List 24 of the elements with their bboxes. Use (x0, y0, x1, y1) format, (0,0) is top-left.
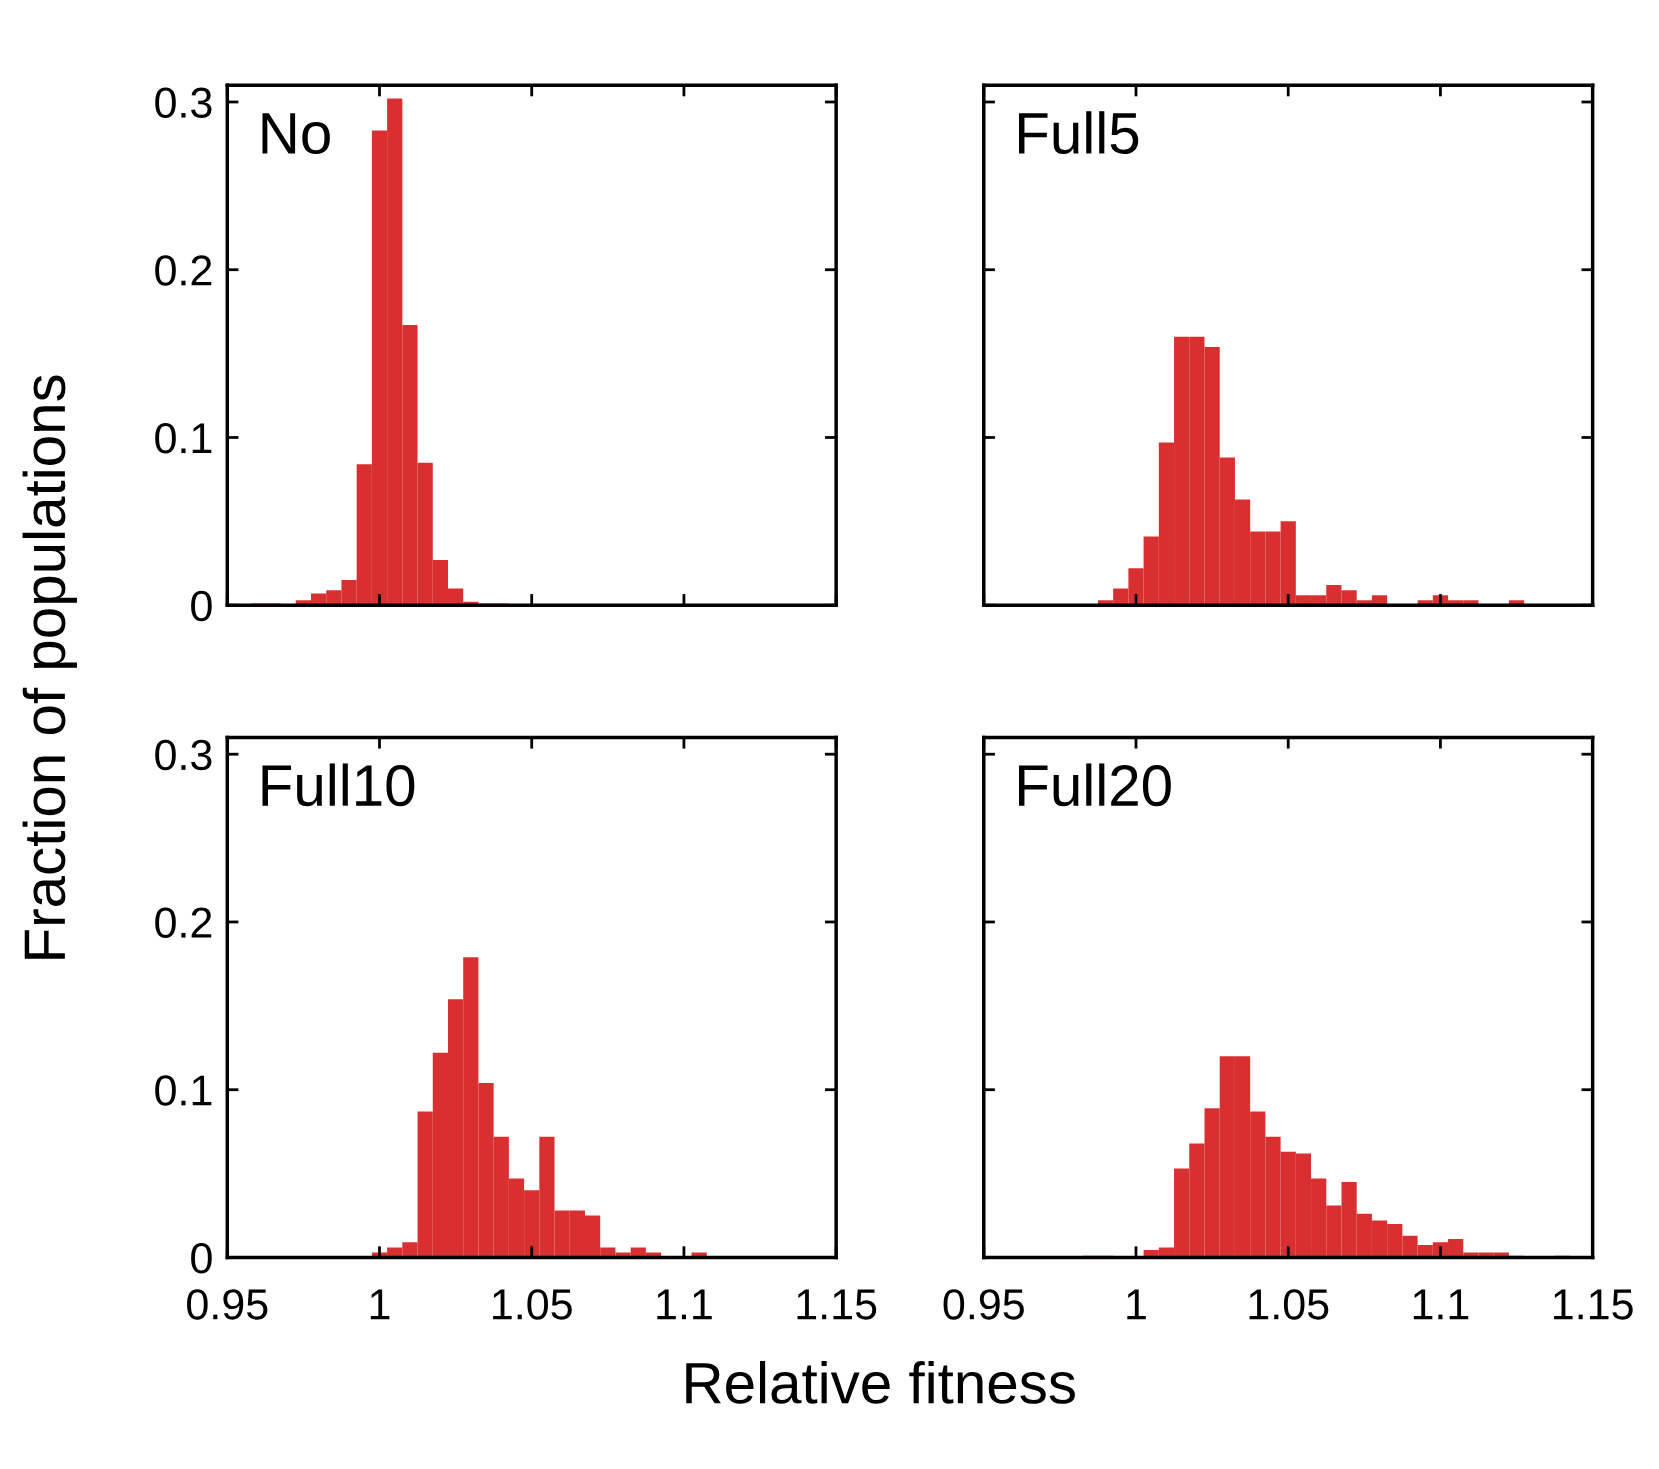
chart-title: Full5 (1019, 111, 1139, 155)
x-tick-label: 1.05 (493, 1289, 572, 1320)
chart-title: Full10 (262, 763, 415, 807)
x-tick-label: 1.15 (797, 1289, 877, 1320)
y-tick-label: 0 (191, 1243, 212, 1274)
x-tick-label: 1 (370, 1289, 390, 1320)
x-tick-label: 1.1 (657, 1289, 712, 1320)
x-tick-label: 1 (1127, 1289, 1146, 1320)
x-tick-label: 0.95 (187, 1289, 268, 1320)
y-tick-label: 0 (191, 590, 212, 622)
y-tick-label: 0.3 (155, 739, 212, 771)
x-tick-label: 1.1 (1413, 1289, 1469, 1320)
y-tick-label: 0.3 (155, 87, 212, 118)
y-tick-label: 0.2 (155, 255, 212, 286)
y-axis-title: Fraction of populations (22, 375, 77, 959)
y-tick-label: 0.1 (155, 423, 212, 454)
y-tick-label: 0.2 (155, 907, 212, 938)
chart-title: Full20 (1019, 763, 1171, 807)
x-tick-label: 0.95 (943, 1289, 1024, 1320)
chart-title: No (262, 113, 330, 155)
x-tick-label: 1.15 (1554, 1289, 1633, 1320)
x-axis-title: Relative fitness (686, 1361, 1075, 1404)
y-tick-label: 0.1 (155, 1075, 212, 1106)
x-tick-label: 1.05 (1249, 1289, 1329, 1320)
